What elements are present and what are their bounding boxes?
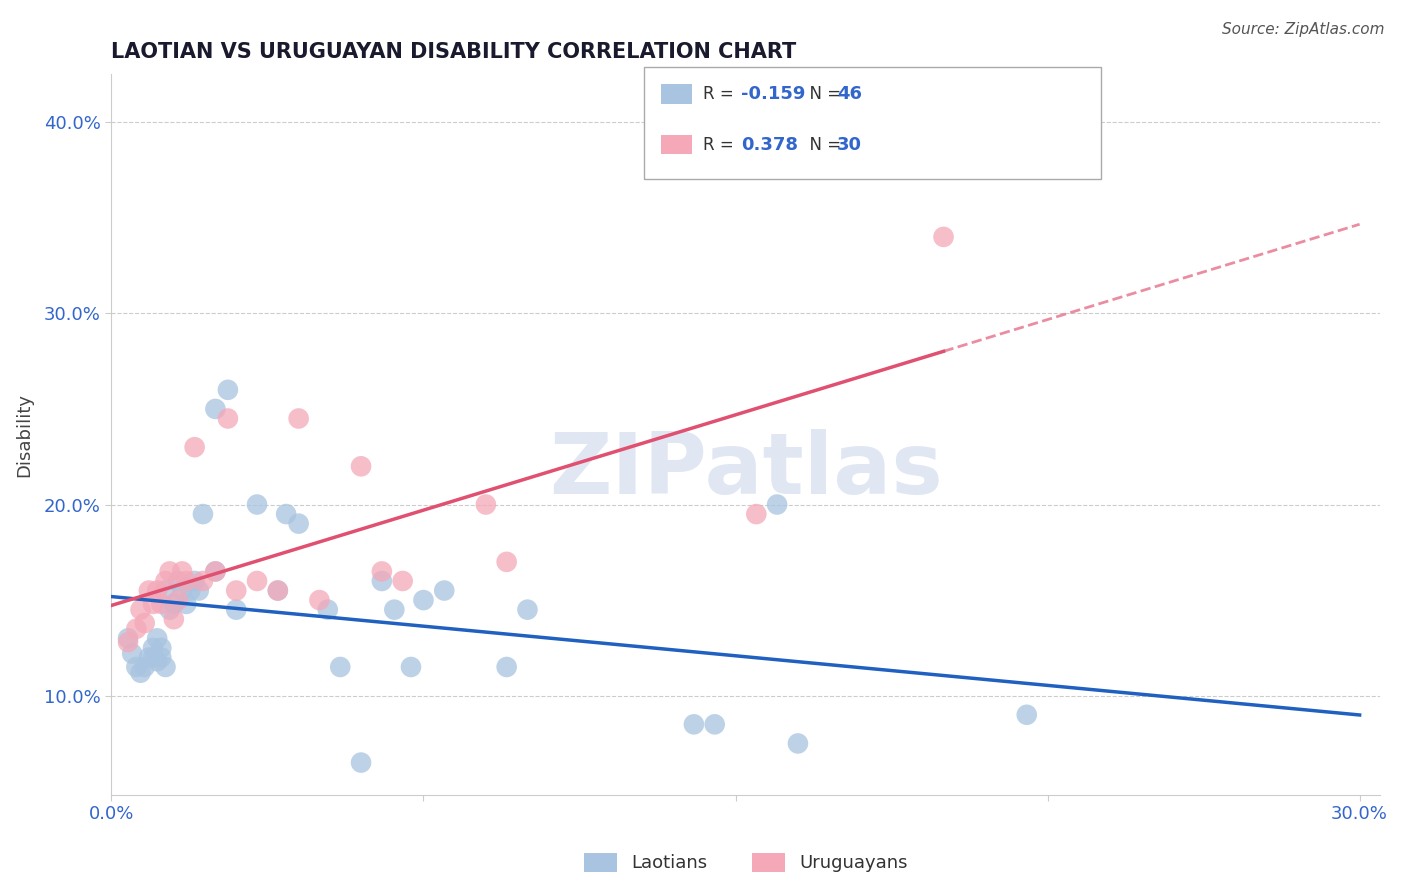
Point — [204, 565, 226, 579]
Point — [176, 574, 198, 588]
Point — [172, 565, 194, 579]
Text: Source: ZipAtlas.com: Source: ZipAtlas.com — [1222, 22, 1385, 37]
Point — [167, 574, 190, 588]
Point — [267, 583, 290, 598]
Point — [163, 597, 186, 611]
Point — [932, 230, 955, 244]
Point — [371, 565, 394, 579]
Point — [155, 660, 177, 674]
Point — [1015, 707, 1038, 722]
Point — [146, 654, 169, 668]
Point — [163, 612, 186, 626]
Point — [217, 411, 239, 425]
Point — [134, 660, 156, 674]
Point — [159, 565, 181, 579]
Point — [287, 411, 309, 425]
Y-axis label: Disability: Disability — [15, 392, 32, 476]
Legend: Laotians, Uruguayans: Laotians, Uruguayans — [576, 846, 915, 880]
Point — [475, 498, 498, 512]
Point — [225, 602, 247, 616]
Text: LAOTIAN VS URUGUAYAN DISABILITY CORRELATION CHART: LAOTIAN VS URUGUAYAN DISABILITY CORRELAT… — [111, 42, 797, 62]
Point — [121, 647, 143, 661]
Point — [308, 593, 330, 607]
Point — [246, 574, 269, 588]
Point — [117, 632, 139, 646]
Point — [204, 565, 226, 579]
Text: N =: N = — [799, 136, 846, 153]
Point — [787, 736, 810, 750]
Text: 0.378: 0.378 — [741, 136, 799, 153]
Point — [129, 602, 152, 616]
Point — [142, 597, 165, 611]
Point — [382, 602, 405, 616]
Point — [142, 650, 165, 665]
Point — [142, 640, 165, 655]
Point — [316, 602, 339, 616]
Point — [350, 756, 373, 770]
Point — [176, 597, 198, 611]
Text: 30: 30 — [837, 136, 862, 153]
Point — [433, 583, 456, 598]
Point — [276, 507, 298, 521]
Point — [287, 516, 309, 531]
Point — [134, 615, 156, 630]
Point — [125, 660, 148, 674]
Point — [246, 498, 269, 512]
Point — [225, 583, 247, 598]
Point — [187, 583, 209, 598]
Point — [159, 602, 181, 616]
Point — [217, 383, 239, 397]
Point — [371, 574, 394, 588]
Point — [766, 498, 789, 512]
Point — [495, 660, 517, 674]
Point — [167, 593, 190, 607]
Point — [138, 583, 160, 598]
Text: R =: R = — [703, 136, 740, 153]
Point — [267, 583, 290, 598]
Point — [146, 632, 169, 646]
Point — [150, 640, 173, 655]
Point — [117, 635, 139, 649]
Point — [138, 650, 160, 665]
Point — [495, 555, 517, 569]
Point — [191, 507, 214, 521]
Text: R =: R = — [703, 85, 740, 103]
Point — [183, 440, 205, 454]
Point — [204, 401, 226, 416]
Text: ZIPatlas: ZIPatlas — [548, 429, 943, 512]
Point — [399, 660, 422, 674]
Text: 46: 46 — [837, 85, 862, 103]
Point — [172, 583, 194, 598]
Point — [745, 507, 768, 521]
Text: N =: N = — [799, 85, 846, 103]
Point — [129, 665, 152, 680]
Point — [150, 597, 173, 611]
Point — [516, 602, 538, 616]
Point — [125, 622, 148, 636]
Point — [683, 717, 706, 731]
Point — [146, 583, 169, 598]
Point — [179, 583, 201, 598]
Point — [183, 574, 205, 588]
Point — [155, 574, 177, 588]
Point — [350, 459, 373, 474]
Text: -0.159: -0.159 — [741, 85, 806, 103]
Point — [329, 660, 352, 674]
Point — [191, 574, 214, 588]
Point — [703, 717, 725, 731]
Point — [155, 583, 177, 598]
Point — [391, 574, 413, 588]
Point — [412, 593, 434, 607]
Point — [150, 650, 173, 665]
